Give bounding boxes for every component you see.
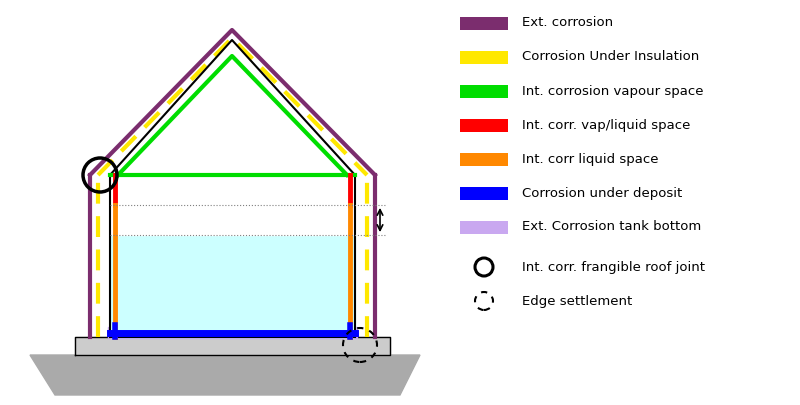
Text: Edge settlement: Edge settlement (522, 294, 632, 307)
Bar (460, 186, 508, 200)
Bar (460, 153, 508, 166)
Text: Int. corrosion vapour space: Int. corrosion vapour space (522, 85, 703, 98)
Text: Corrosion Under Insulation: Corrosion Under Insulation (522, 51, 699, 64)
Bar (460, 220, 508, 234)
Bar (460, 51, 508, 64)
Text: Corrosion under deposit: Corrosion under deposit (522, 186, 682, 200)
Polygon shape (30, 355, 420, 395)
Bar (460, 119, 508, 132)
Text: Int. corr liquid space: Int. corr liquid space (522, 153, 658, 166)
Bar (460, 85, 508, 98)
Polygon shape (110, 175, 355, 235)
Polygon shape (110, 235, 355, 337)
Text: Int. corr. vap/liquid space: Int. corr. vap/liquid space (522, 119, 690, 132)
Polygon shape (108, 327, 357, 338)
Bar (460, 17, 508, 30)
Polygon shape (75, 337, 390, 355)
Text: Int. corr. frangible roof joint: Int. corr. frangible roof joint (522, 260, 705, 273)
Text: Ext. corrosion: Ext. corrosion (522, 17, 613, 30)
Text: Ext. Corrosion tank bottom: Ext. Corrosion tank bottom (522, 220, 702, 234)
